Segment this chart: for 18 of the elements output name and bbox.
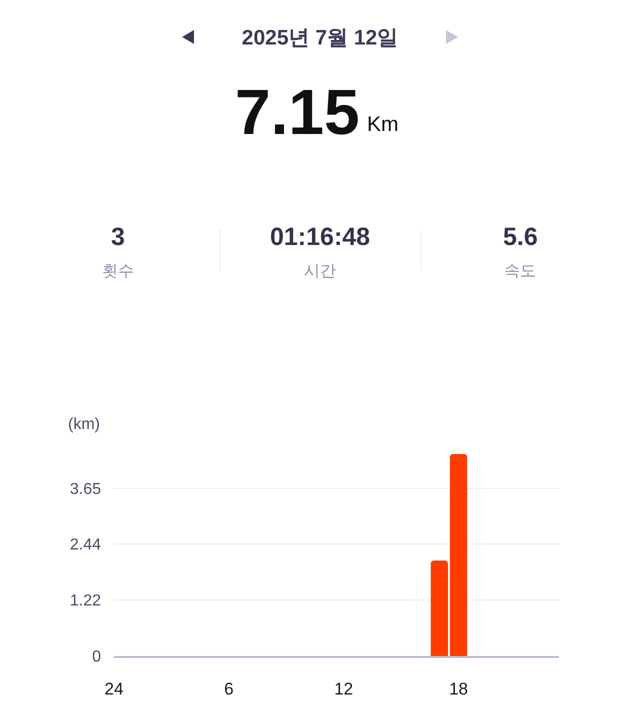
text: 01:16:48 — [270, 223, 370, 251]
text: 시간 — [304, 263, 336, 280]
text: 7.15 — [235, 76, 360, 148]
y-axis-title: (km) — [68, 416, 100, 433]
y-tick-label: 2.44 — [70, 536, 102, 554]
text: 속도 — [504, 263, 536, 280]
text: Km — [367, 113, 398, 136]
chart-title: 2025년 7월 12일 — [242, 26, 398, 50]
x-tick-label: 12 — [334, 679, 354, 698]
text: 5.6 — [503, 223, 538, 251]
x-tick-label: 18 — [449, 679, 468, 698]
text: 횟수 — [102, 263, 134, 280]
y-tick-label: 3.65 — [70, 481, 102, 498]
x-tick-label: 6 — [224, 679, 234, 698]
x-tick-label: 24 — [104, 679, 124, 698]
y-tick-label: 1.22 — [70, 592, 102, 610]
y-tick-label: 0 — [92, 648, 102, 666]
text: 3 — [111, 223, 125, 251]
